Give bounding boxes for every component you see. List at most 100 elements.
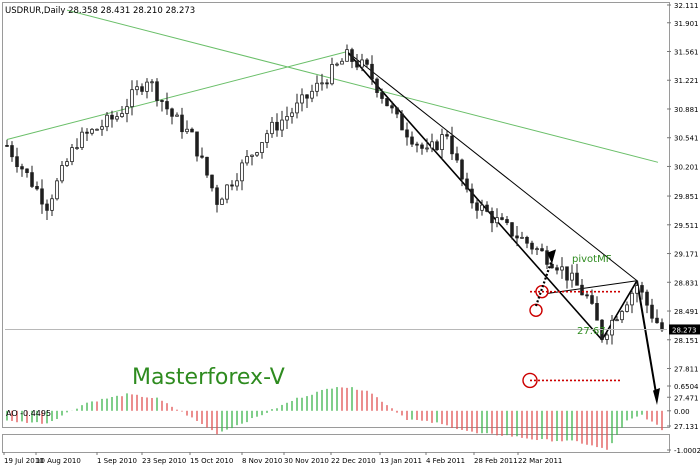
candle [615,316,619,322]
candle [425,138,429,153]
candle [415,141,419,153]
price-tick-label: 31.221 [674,77,699,85]
candle [390,101,394,114]
candle [200,147,204,159]
time-tick-label: 1 Sep 2010 [97,457,137,465]
candle [195,131,199,162]
candle [25,168,29,178]
candle [165,92,169,115]
candle [630,290,634,314]
current-price-box [669,324,700,335]
candle [240,159,244,191]
uptrend-line [6,51,348,140]
candle [280,110,284,137]
time-tick-label: 4 Feb 2011 [426,457,465,465]
time-tick-label: 22 Dec 2010 [331,457,376,465]
candle [365,58,369,68]
candle [420,142,424,155]
candle [45,199,49,221]
time-tick-label: 15 Oct 2010 [190,457,233,465]
time-tick-label: 28 Feb 2011 [474,457,518,465]
up-arrow-head [547,249,556,264]
candle [75,138,79,151]
candle [495,208,499,228]
candle [605,332,609,345]
candle [85,128,89,141]
candle [360,53,364,72]
candle [70,144,74,166]
time-tick-label: 30 Nov 2010 [284,457,329,465]
candle [305,94,309,109]
candle [110,110,114,128]
candle [285,106,289,130]
time-tick-label: 8 Nov 2010 [242,457,282,465]
candle [445,131,449,140]
candle [385,98,389,107]
time-tick-label: 13 Jan 2011 [380,457,422,465]
time-tick-label: 10 Aug 2010 [36,457,81,465]
ao-tick-label: 0.00 [674,408,690,416]
candle [220,197,224,205]
candle [555,264,559,275]
candles [5,44,664,345]
candle [325,79,329,89]
overlays [522,249,622,389]
candle [130,80,134,116]
candle [545,245,549,269]
candle [15,147,19,173]
candle [50,194,54,216]
candle [60,160,64,184]
candle [405,122,409,146]
candle [245,150,249,166]
time-tick-label: 19 Jul 2010 [4,457,44,465]
price-tick-label: 30.201 [674,163,699,171]
target-circle [522,372,538,389]
candle [470,183,474,209]
candle [465,172,469,193]
price-tick-label: 32.111 [674,2,699,10]
candle [65,158,69,168]
candle [155,78,159,107]
candle [500,213,504,221]
candle [650,298,654,323]
candle [345,44,349,62]
price-tick-label: 29.851 [674,193,699,201]
candle [400,110,404,131]
candle [395,106,399,119]
candle [635,280,639,303]
candle [20,163,24,177]
candle [275,113,279,137]
time-tick-label: 22 Mar 2011 [518,457,562,465]
price-axis: 32.111 31.901 31.561 31.221 30.881 30.541 30.2… [5,2,700,431]
candle [645,289,649,314]
symbol-header: USDRUR,Daily 28.358 28.431 28.210 28.273 [5,6,195,16]
candle [150,79,154,92]
candle [595,296,599,321]
candle [455,146,459,163]
price-tick-label: 29.171 [674,251,699,259]
candle [55,177,59,201]
candle [450,126,454,161]
candle [380,88,384,104]
ao-tick-label: -1.0002 [674,447,700,455]
candle [520,231,524,239]
candle [265,129,269,148]
candle [210,174,214,192]
candle [120,105,124,118]
candle [565,266,569,289]
price-tick-label: 30.881 [674,106,699,114]
ao-bars [6,387,663,450]
candle [170,107,174,125]
candle [525,235,529,249]
candle [250,154,254,166]
rebound-line [601,280,638,341]
candle [575,263,579,286]
candle [570,264,574,288]
candle [90,127,94,136]
candle [505,215,509,226]
candle [290,107,294,124]
candle [580,279,584,296]
candle [135,80,139,96]
candle [185,120,189,134]
